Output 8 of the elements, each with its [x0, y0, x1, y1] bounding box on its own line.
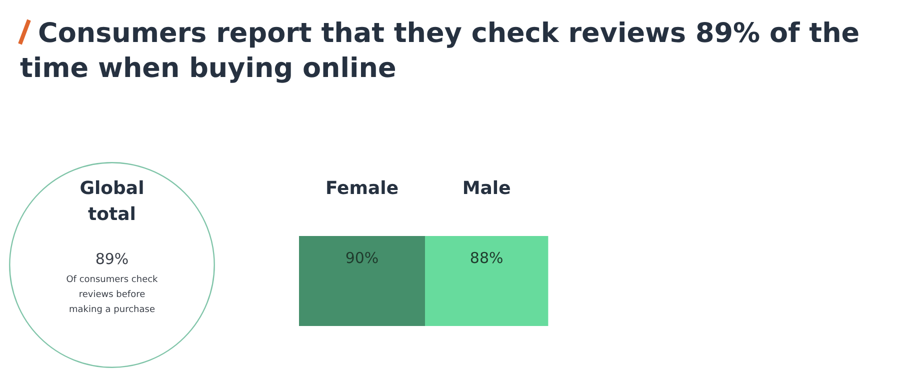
data-label: 89% — [95, 250, 129, 268]
category-label: Female — [325, 178, 399, 199]
data-label: 90% — [345, 249, 379, 267]
text: Of consumers check reviews before making a purchase — [66, 275, 159, 315]
category-label: Male — [462, 178, 511, 199]
data-label: 88% — [470, 249, 504, 267]
text: Global total — [80, 178, 144, 225]
text: Consumers report that they check reviews 89% of the time when buying online — [20, 18, 860, 84]
